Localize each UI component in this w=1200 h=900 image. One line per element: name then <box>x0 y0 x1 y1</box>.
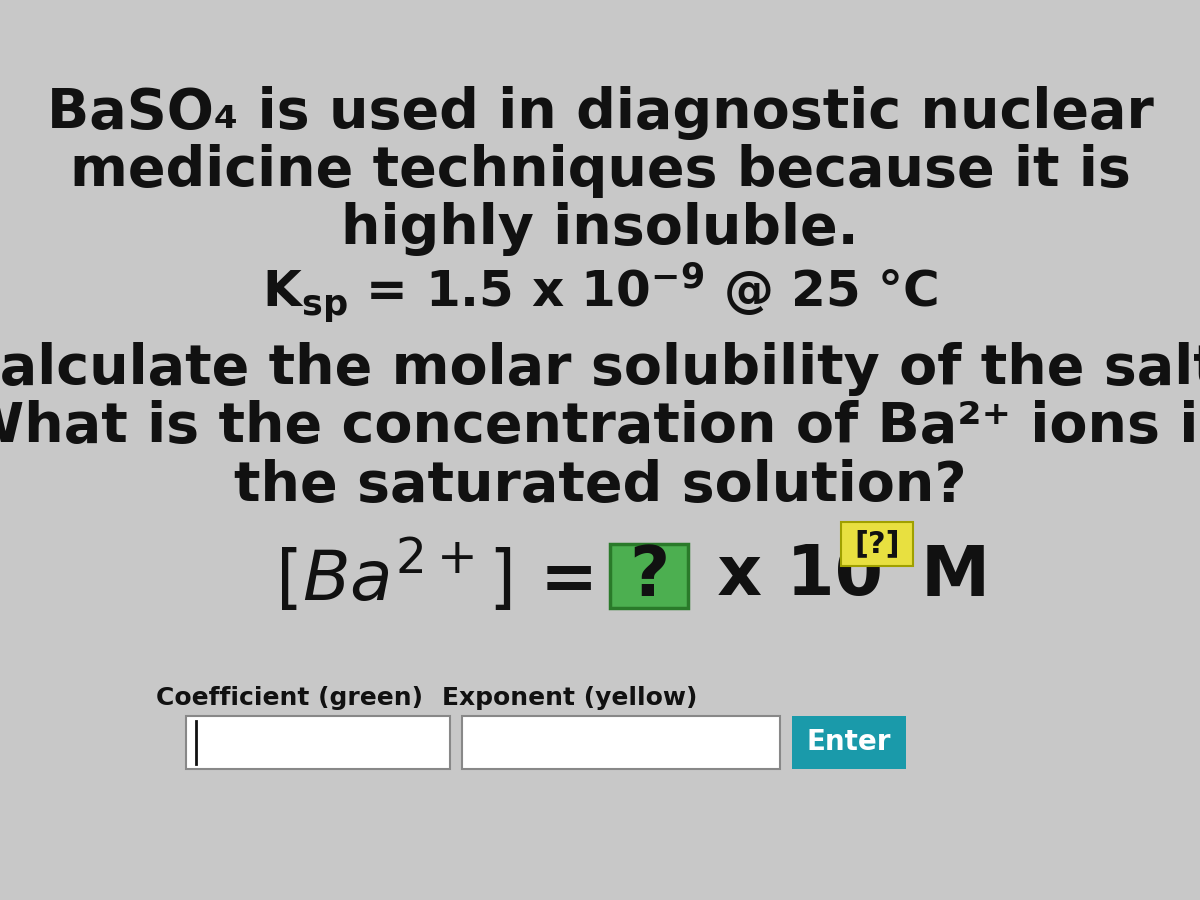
Text: What is the concentration of Ba²⁺ ions in: What is the concentration of Ba²⁺ ions i… <box>0 400 1200 454</box>
Bar <box>792 716 906 769</box>
Text: Enter: Enter <box>806 728 892 757</box>
Text: BaSO₄ is used in diagnostic nuclear: BaSO₄ is used in diagnostic nuclear <box>47 86 1153 140</box>
Bar <box>186 716 450 769</box>
Text: medicine techniques because it is: medicine techniques because it is <box>70 144 1130 198</box>
Bar <box>462 716 780 769</box>
Text: $\mathregular{K_{sp}}$ = 1.5 x 10$\mathregular{^{-9}}$ @ 25 °C: $\mathregular{K_{sp}}$ = 1.5 x 10$\mathr… <box>262 260 938 325</box>
Text: Exponent (yellow): Exponent (yellow) <box>443 686 697 709</box>
Text: highly insoluble.: highly insoluble. <box>341 202 859 256</box>
Text: ?: ? <box>629 543 670 609</box>
Text: Calculate the molar solubility of the salt.: Calculate the molar solubility of the sa… <box>0 342 1200 396</box>
Text: x 10: x 10 <box>694 543 883 609</box>
Bar <box>610 544 688 608</box>
Bar <box>841 522 913 566</box>
Text: M: M <box>922 543 990 609</box>
Text: [?]: [?] <box>854 529 900 559</box>
Text: Coefficient (green): Coefficient (green) <box>156 686 424 709</box>
Text: the saturated solution?: the saturated solution? <box>234 459 966 513</box>
Text: $[Ba^{2+}]$ =: $[Ba^{2+}]$ = <box>275 537 600 615</box>
